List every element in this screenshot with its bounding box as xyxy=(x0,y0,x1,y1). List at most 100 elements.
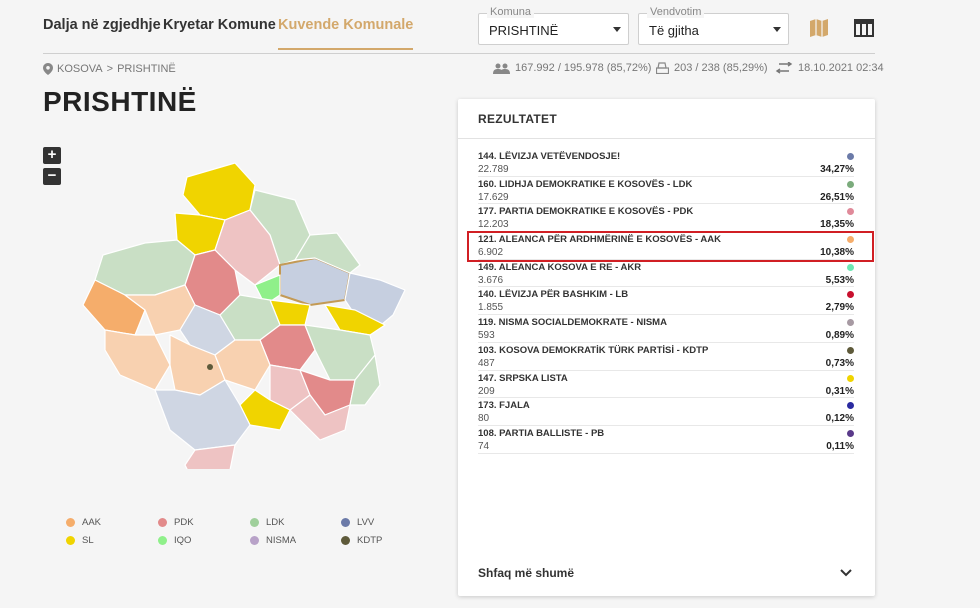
party-percent: 0,89% xyxy=(825,330,854,342)
legend-ldk: LDK xyxy=(250,517,284,528)
legend-label: NISMA xyxy=(266,535,297,546)
legend-label: LVV xyxy=(357,517,375,528)
stations-stat: 203 / 238 (85,29%) xyxy=(656,62,768,74)
party-votes: 74 xyxy=(478,440,490,452)
komuna-select[interactable]: Komuna PRISHTINË xyxy=(478,6,629,45)
result-row[interactable]: 173. FJALA 80 0,12% xyxy=(478,398,854,426)
result-row[interactable]: 119. NISMA SOCIALDEMOKRATE - NISMA 593 0,8… xyxy=(478,315,854,343)
party-color-dot-icon xyxy=(847,263,854,271)
map-region-ldk-south xyxy=(349,354,381,406)
updated-stat: 18.10.2021 02:34 xyxy=(775,62,884,74)
tab-dalja[interactable]: Dalja në zgjedhje xyxy=(43,17,161,33)
party-name: 177. PARTIA DEMOKRATIKE E KOSOVËS - PDK xyxy=(478,206,694,218)
result-row[interactable]: 149. ALEANCA KOSOVA E RE - AKR 3.676 5,53% xyxy=(478,260,854,288)
result-row[interactable]: 147. SRPSKA LISTA 209 0,31% xyxy=(478,371,854,399)
party-percent: 0,12% xyxy=(825,413,854,425)
party-name: 144. LËVIZJA VETËVENDOSJE! xyxy=(478,151,621,162)
party-votes: 487 xyxy=(478,357,495,369)
legend-dot-icon xyxy=(341,536,350,545)
legend-dot-icon xyxy=(66,536,75,545)
legend-dot-icon xyxy=(250,518,259,527)
vendvotim-select[interactable]: Vendvotim Të gjitha xyxy=(638,6,789,45)
result-row[interactable]: 177. PARTIA DEMOKRATIKE E KOSOVËS - PDK 1… xyxy=(478,204,854,233)
party-name: 173. FJALA xyxy=(478,400,530,412)
result-row[interactable]: 140. LËVIZJA PËR BASHKIM - LB 1.855 2,79% xyxy=(478,287,854,316)
party-name: 108. PARTIA BALLISTE - PB xyxy=(478,427,605,439)
party-votes: 209 xyxy=(478,385,495,397)
party-color-dot-icon xyxy=(847,208,854,216)
legend-lvv: LVV xyxy=(341,517,374,528)
tab-kuvende-komunale[interactable]: Kuvende Komunale xyxy=(278,17,414,50)
table-view-icon[interactable] xyxy=(852,16,878,42)
party-votes: 80 xyxy=(478,413,490,425)
result-row-highlighted[interactable]: 121. ALEANCA PËR ARDHMËRINË E KOSOVËS - … xyxy=(478,232,854,260)
party-name: 149. ALEANCA KOSOVA E RE - AKR xyxy=(478,261,642,273)
party-color-dot-icon xyxy=(847,319,854,327)
legend-pdk: PDK xyxy=(158,517,194,528)
result-row[interactable]: 160. LIDHJA DEMOKRATIKE E KOSOVËS - LDK 1… xyxy=(478,177,854,205)
location-pin-icon xyxy=(43,63,53,75)
party-color-dot-icon xyxy=(847,153,854,160)
voters-stat: 167.992 / 195.978 (85,72%) xyxy=(493,62,651,74)
breadcrumb-city: PRISHTINË xyxy=(117,63,176,75)
results-card: REZULTATET 144. LËVIZJA VETËVENDOSJE! 22.… xyxy=(458,99,875,596)
legend-dot-icon xyxy=(250,536,259,545)
legend-dot-icon xyxy=(66,518,75,527)
sync-arrows-icon xyxy=(775,62,793,74)
legend-aak: AAK xyxy=(66,517,101,528)
party-name: 103. KOSOVA DEMOKRATİK TÜRK PARTİSİ - KD… xyxy=(478,344,709,356)
party-percent: 0,31% xyxy=(825,385,854,397)
party-name: 147. SRPSKA LISTA xyxy=(478,372,568,384)
party-votes: 1.855 xyxy=(478,302,504,314)
map-region-pdk-viti xyxy=(289,394,351,441)
stations-count: 203 / 238 (85,29%) xyxy=(674,62,768,74)
party-color-dot-icon xyxy=(847,346,854,354)
party-percent: 34,27% xyxy=(820,164,854,175)
result-row[interactable]: 103. KOSOVA DEMOKRATİK TÜRK PARTİSİ - KD… xyxy=(478,343,854,371)
map-region-sl-north xyxy=(182,162,256,221)
voters-count: 167.992 / 195.978 (85,72%) xyxy=(515,62,652,74)
legend-label: KDTP xyxy=(357,535,383,546)
legend-label: AAK xyxy=(82,517,102,528)
chevron-down-icon xyxy=(613,27,621,32)
results-title: REZULTATET xyxy=(458,99,875,139)
results-list: 144. LËVIZJA VETËVENDOSJE! 22.789 34,27% 1… xyxy=(478,149,854,454)
party-votes: 6.902 xyxy=(478,247,504,259)
tab-kryetar-komune[interactable]: Kryetar Komune xyxy=(163,17,276,33)
map-region-sl-east xyxy=(324,304,386,336)
ballot-box-icon xyxy=(656,62,669,74)
legend-label: PDK xyxy=(174,517,194,528)
komuna-value: PRISHTINË xyxy=(489,23,559,38)
party-color-dot-icon xyxy=(847,402,854,410)
result-row[interactable]: 108. PARTIA BALLISTE - PB 74 0,11% xyxy=(478,426,854,454)
zoom-out-button[interactable]: − xyxy=(43,168,61,185)
page-title: PRISHTINË xyxy=(43,86,197,117)
kosovo-map[interactable] xyxy=(75,155,411,469)
party-color-dot-icon xyxy=(847,180,854,188)
party-name: 160. LIDHJA DEMOKRATIKE E KOSOVËS - LDK xyxy=(478,178,693,190)
party-percent: 2,79% xyxy=(825,302,854,314)
map-view-icon[interactable] xyxy=(807,16,833,42)
party-color-dot-icon xyxy=(847,236,854,244)
vendvotim-value: Të gjitha xyxy=(649,23,699,38)
party-votes: 593 xyxy=(478,330,495,342)
party-votes: 22.789 xyxy=(478,164,509,175)
show-more-button[interactable]: Shfaq më shumë xyxy=(478,566,855,580)
party-percent: 26,51% xyxy=(820,191,854,203)
party-percent: 0,11% xyxy=(826,440,854,452)
party-name: 121. ALEANCA PËR ARDHMËRINË E KOSOVËS - … xyxy=(478,234,721,246)
breadcrumb-country[interactable]: KOSOVA xyxy=(57,63,103,75)
result-row[interactable]: 144. LËVIZJA VETËVENDOSJE! 22.789 34,27% xyxy=(478,149,854,177)
party-percent: 5,53% xyxy=(825,274,854,286)
zoom-in-button[interactable]: + xyxy=(43,147,61,164)
legend-dot-icon xyxy=(341,518,350,527)
legend-sl: SL xyxy=(66,535,94,546)
legend-label: SL xyxy=(82,535,94,546)
legend-dot-icon xyxy=(158,536,167,545)
breadcrumb-separator: > xyxy=(106,63,114,75)
party-name: 140. LËVIZJA PËR BASHKIM - LB xyxy=(478,289,629,301)
people-icon xyxy=(493,63,510,74)
updated-time: 18.10.2021 02:34 xyxy=(798,62,884,74)
party-percent: 10,38% xyxy=(820,247,854,259)
party-color-dot-icon xyxy=(847,291,854,299)
